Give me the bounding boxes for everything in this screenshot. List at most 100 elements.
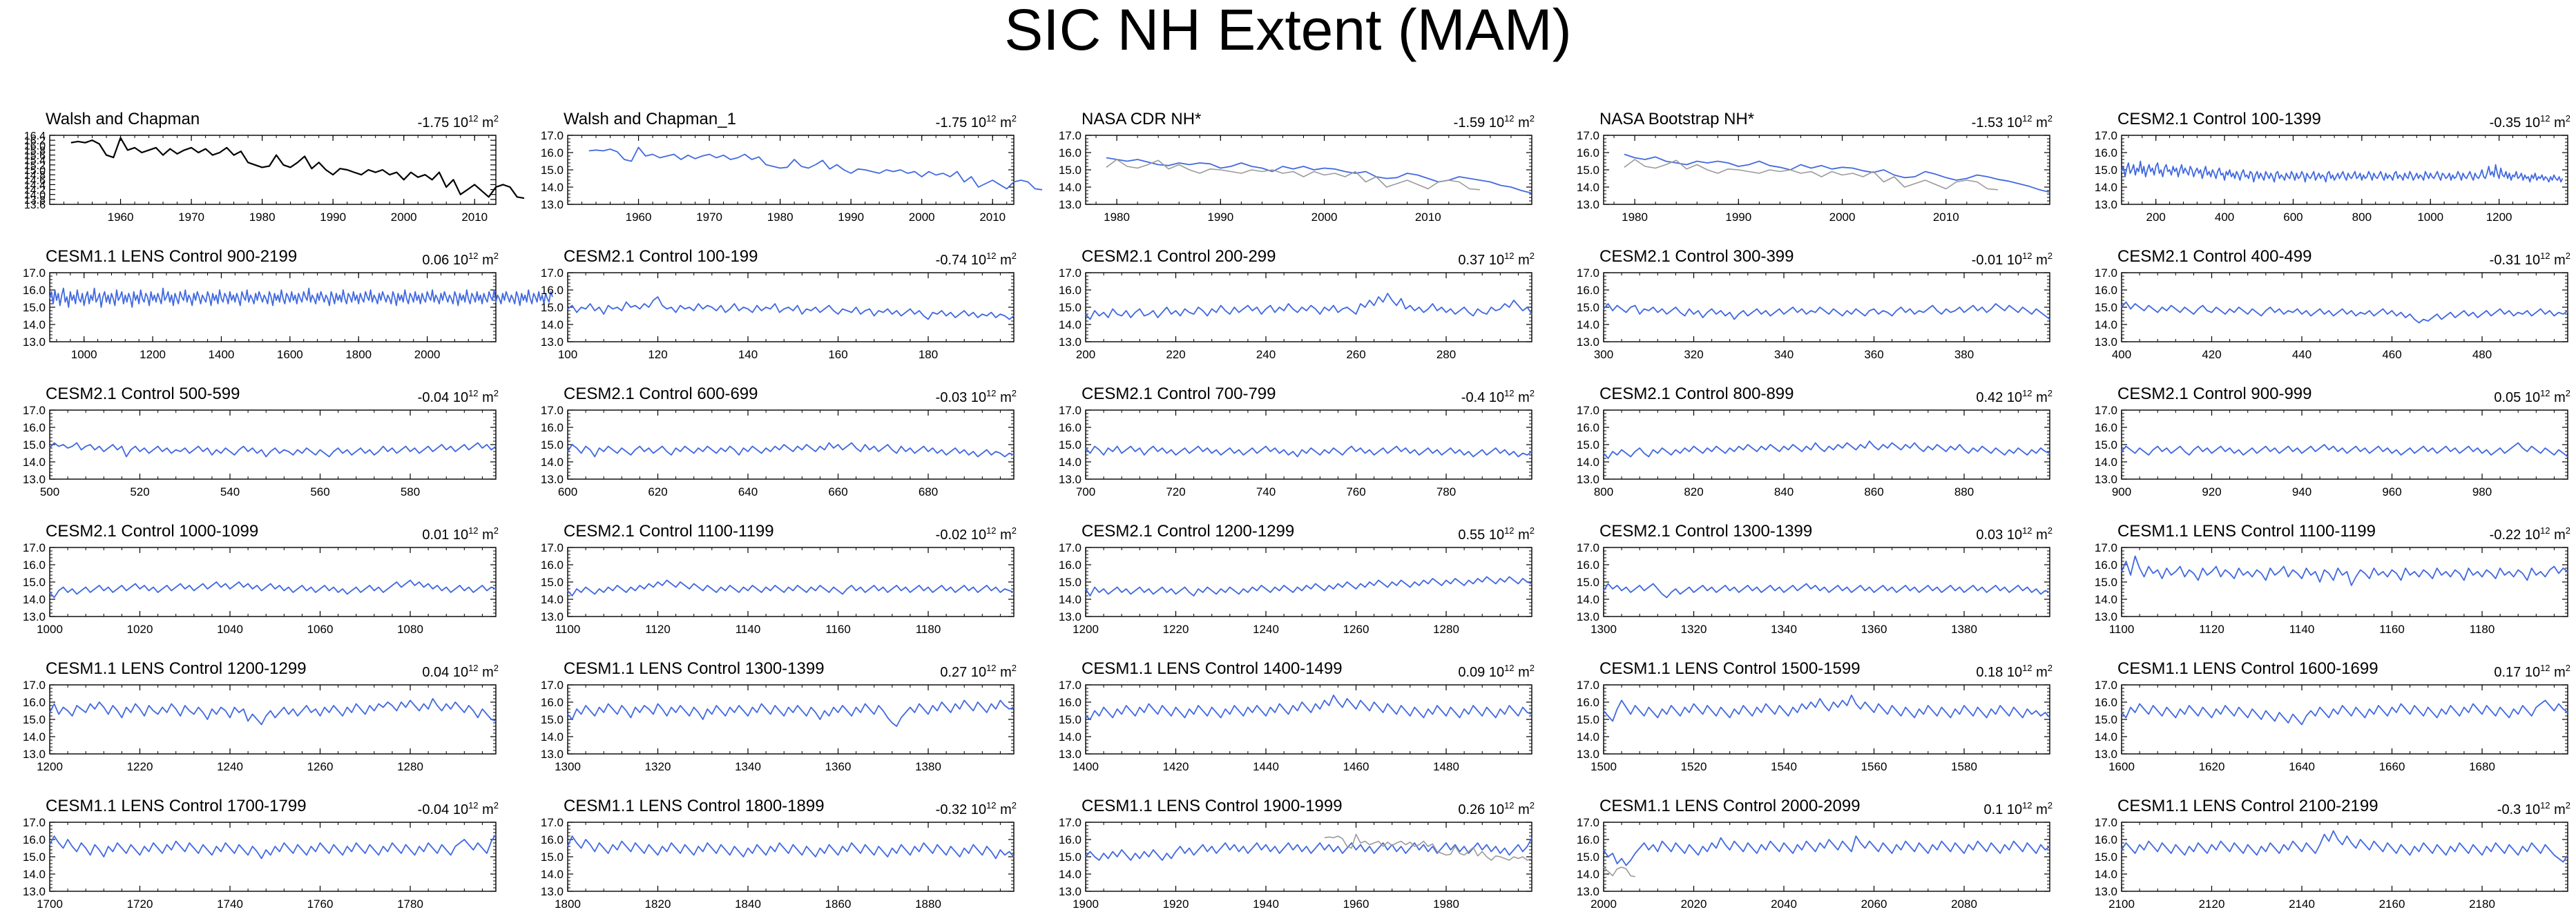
panel-title: CESM1.1 LENS Control 1400-1499 bbox=[1082, 659, 1343, 678]
xtick-label: 1720 bbox=[127, 898, 153, 911]
ytick-label: 16.0 bbox=[1577, 146, 1599, 159]
plot-frame bbox=[2121, 272, 2568, 342]
series-line-model bbox=[1106, 157, 1532, 194]
ytick-label: 13.0 bbox=[1577, 473, 1599, 486]
xtick-label: 2010 bbox=[461, 211, 488, 224]
ytick-label: 13.0 bbox=[1577, 885, 1599, 898]
panel-26: CESM1.1 LENS Control 1700-1799 -0.04 1012… bbox=[23, 797, 499, 911]
trend-value: 0.1 bbox=[1983, 802, 2006, 817]
trend-exponent: 12 bbox=[986, 663, 996, 673]
ytick-label: 17.0 bbox=[1577, 541, 1599, 554]
panel-title: CESM1.1 LENS Control 2100-2199 bbox=[2117, 797, 2378, 815]
trend-unit: m bbox=[997, 253, 1012, 268]
ytick-label: 16.0 bbox=[541, 559, 564, 572]
ytick-label: 17.0 bbox=[2095, 129, 2117, 142]
xtick-label: 540 bbox=[220, 485, 240, 498]
xtick-label: 1780 bbox=[397, 898, 423, 911]
xtick-label: 1970 bbox=[696, 211, 722, 224]
xtick-label: 1180 bbox=[2470, 623, 2495, 636]
xtick-label: 1260 bbox=[1343, 623, 1369, 636]
series-line-model bbox=[1603, 695, 2050, 722]
plot-frame bbox=[567, 684, 1015, 755]
trend-unit: m bbox=[2032, 527, 2048, 543]
xtick-label: 1280 bbox=[1433, 623, 1459, 636]
panel-12: CESM2.1 Control 600-699 -0.03 1012 m2 13.0… bbox=[541, 385, 1017, 498]
trend-value: 0.17 bbox=[2494, 665, 2524, 680]
ytick-label: 17.0 bbox=[541, 404, 564, 417]
ytick-label: 14.0 bbox=[23, 730, 46, 744]
ytick-label: 15.0 bbox=[1059, 851, 1082, 864]
trend-unit: m bbox=[997, 665, 1012, 680]
trend-exponent: 12 bbox=[468, 800, 478, 811]
series-line-model bbox=[1603, 440, 2050, 459]
trend-unit-exponent: 2 bbox=[494, 113, 499, 124]
panel-28: CESM1.1 LENS Control 1900-1999 0.26 1012 … bbox=[1059, 797, 1535, 911]
trend-unit: m bbox=[479, 253, 494, 268]
trend-label: -0.22 1012 m2 bbox=[2490, 525, 2570, 543]
ytick-label: 15.0 bbox=[23, 851, 46, 864]
ytick-label: 15.0 bbox=[1577, 301, 1599, 314]
plot-frame bbox=[567, 409, 1015, 480]
xtick-label: 680 bbox=[919, 485, 938, 498]
ytick-label: 13.0 bbox=[1577, 748, 1599, 761]
xtick-label: 1820 bbox=[645, 898, 671, 911]
panel-title: CESM2.1 Control 400-499 bbox=[2117, 247, 2311, 266]
trend-exponent: 12 bbox=[468, 388, 478, 398]
xtick-label: 1120 bbox=[2199, 623, 2224, 636]
trend-base: 10 bbox=[453, 802, 468, 817]
xtick-label: 1960 bbox=[626, 211, 652, 224]
ytick-label: 15.0 bbox=[541, 164, 564, 177]
trend-value: 0.06 bbox=[422, 253, 452, 268]
ytick-label: 13.0 bbox=[2095, 473, 2117, 486]
ytick-label: 17.0 bbox=[2095, 541, 2117, 554]
trend-value: -1.53 bbox=[1972, 115, 2007, 130]
ytick-label: 14.0 bbox=[23, 868, 46, 881]
ytick-label: 17.0 bbox=[541, 266, 564, 280]
ytick-label: 17.0 bbox=[2095, 404, 2117, 417]
trend-exponent: 12 bbox=[2022, 113, 2032, 124]
trend-exponent: 12 bbox=[1504, 663, 1514, 673]
trend-unit: m bbox=[2032, 390, 2048, 405]
ytick-label: 17.0 bbox=[541, 816, 564, 829]
panel-title: CESM2.1 Control 300-399 bbox=[1599, 247, 1794, 266]
trend-unit-exponent: 2 bbox=[2048, 525, 2053, 536]
trend-unit-exponent: 2 bbox=[1012, 388, 1017, 398]
xtick-label: 1990 bbox=[1725, 211, 1751, 224]
xtick-label: 1100 bbox=[2109, 623, 2135, 636]
xtick-label: 1000 bbox=[71, 348, 97, 361]
trend-base: 10 bbox=[971, 802, 986, 817]
xtick-label: 920 bbox=[2202, 485, 2221, 498]
xtick-label: 2160 bbox=[2379, 898, 2405, 911]
xtick-label: 1740 bbox=[217, 898, 243, 911]
trend-value: 0.26 bbox=[1458, 802, 1488, 817]
xtick-label: 640 bbox=[738, 485, 758, 498]
xtick-label: 2000 bbox=[909, 211, 935, 224]
ytick-label: 14.0 bbox=[23, 318, 46, 331]
series-line-model bbox=[567, 699, 1015, 727]
series-line-model bbox=[567, 442, 1015, 458]
series-line-model bbox=[1085, 293, 1532, 320]
xtick-label: 840 bbox=[1774, 485, 1794, 498]
plot-frame bbox=[49, 547, 497, 617]
ytick-label: 15.0 bbox=[1577, 851, 1599, 864]
panel-15: CESM2.1 Control 900-999 0.05 1012 m2 13.0 1… bbox=[2095, 385, 2570, 498]
trend-label: 0.05 1012 m2 bbox=[2494, 388, 2570, 405]
ytick-label: 15.0 bbox=[23, 301, 46, 314]
ytick-label: 14.0 bbox=[2095, 593, 2117, 606]
ytick-label: 14.0 bbox=[23, 456, 46, 469]
trend-unit: m bbox=[2032, 802, 2048, 817]
trend-value: 0.27 bbox=[940, 665, 970, 680]
series-line-overlay bbox=[1624, 159, 1998, 191]
trend-exponent: 12 bbox=[2540, 800, 2550, 811]
trend-label: -1.59 1012 m2 bbox=[1454, 113, 1535, 130]
ytick-label: 15.0 bbox=[23, 576, 46, 589]
panel-title: CESM2.1 Control 100-1399 bbox=[2117, 110, 2321, 128]
xtick-label: 1200 bbox=[37, 760, 63, 773]
trend-exponent: 12 bbox=[2540, 113, 2550, 124]
trend-base: 10 bbox=[2007, 665, 2022, 680]
trend-unit-exponent: 2 bbox=[2566, 388, 2570, 398]
trend-base: 10 bbox=[453, 115, 468, 130]
trend-value: -0.03 bbox=[936, 390, 971, 405]
trend-unit: m bbox=[1515, 665, 1530, 680]
ytick-label: 14.8 bbox=[24, 170, 46, 182]
